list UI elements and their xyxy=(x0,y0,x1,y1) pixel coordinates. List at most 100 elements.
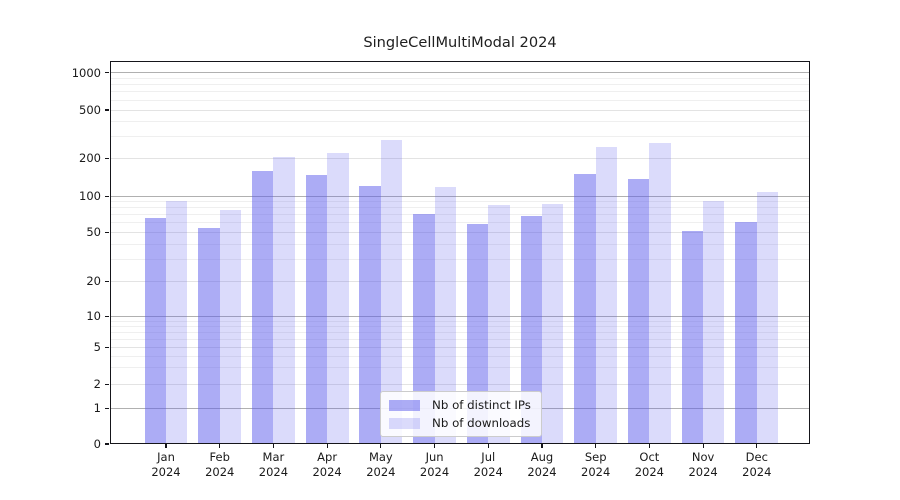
gridline xyxy=(110,315,810,317)
gridline xyxy=(110,99,810,101)
x-tick-label: Jun 2024 xyxy=(419,450,450,479)
y-tick-label: 1 xyxy=(93,401,101,416)
gridline xyxy=(110,383,810,385)
x-tick-mark xyxy=(326,444,328,448)
gridline xyxy=(110,331,810,333)
bar-distinct-ips xyxy=(198,228,220,444)
legend-swatch-distinct-ips-icon xyxy=(389,399,420,411)
x-tick-label: Jan 2024 xyxy=(151,450,181,479)
gridline xyxy=(110,72,810,74)
gridline xyxy=(110,157,810,159)
x-tick-mark xyxy=(702,444,704,448)
gridline xyxy=(110,338,810,340)
bar-downloads xyxy=(219,210,242,444)
legend-swatch-downloads-icon xyxy=(389,417,420,429)
bar-distinct-ips xyxy=(735,221,757,444)
gridline xyxy=(110,136,810,138)
x-tick-mark xyxy=(487,444,489,448)
gridline xyxy=(110,91,810,93)
x-tick-mark xyxy=(541,444,543,448)
legend-label-distinct-ips: Nb of distinct IPs xyxy=(432,398,531,412)
y-tick-mark xyxy=(105,346,109,349)
x-tick-label: Nov 2024 xyxy=(688,450,718,479)
bar-downloads xyxy=(649,143,671,444)
gridline xyxy=(110,121,810,123)
bar-distinct-ips xyxy=(627,179,650,444)
bar-distinct-ips xyxy=(359,186,381,444)
bar-downloads xyxy=(595,146,618,444)
y-tick-label: 10 xyxy=(86,309,101,324)
y-tick-mark xyxy=(105,280,109,282)
bar-downloads xyxy=(166,201,188,444)
gridline xyxy=(110,84,810,86)
gridline xyxy=(110,201,810,203)
bar-downloads xyxy=(434,187,456,444)
gridline xyxy=(110,320,810,322)
bar-downloads xyxy=(327,153,349,444)
bar-distinct-ips xyxy=(305,174,328,444)
gridline xyxy=(110,259,810,261)
x-tick-label: Aug 2024 xyxy=(527,450,557,479)
y-tick-mark xyxy=(105,443,109,445)
x-tick-label: Sep 2024 xyxy=(581,450,611,479)
y-tick-label: 1000 xyxy=(71,65,101,80)
bar-downloads xyxy=(273,156,295,444)
x-tick-mark xyxy=(165,444,167,448)
y-tick-label: 100 xyxy=(79,189,101,204)
x-tick-mark xyxy=(648,444,650,448)
bar-distinct-ips xyxy=(413,214,435,444)
y-tick-label: 200 xyxy=(79,151,101,166)
y-tick-label: 20 xyxy=(86,274,101,289)
bar-layer xyxy=(110,61,810,444)
gridline xyxy=(110,207,810,209)
bar-distinct-ips xyxy=(466,223,489,444)
x-tick-mark xyxy=(595,444,597,448)
gridline xyxy=(110,109,810,111)
y-tick-mark xyxy=(105,157,109,159)
gridline xyxy=(110,346,810,348)
bar-distinct-ips xyxy=(574,174,596,444)
bar-distinct-ips xyxy=(520,216,542,444)
gridline xyxy=(110,325,810,327)
bar-downloads xyxy=(541,204,564,444)
bar-distinct-ips xyxy=(144,217,166,444)
y-tick-label: 5 xyxy=(93,340,101,355)
gridline-layer xyxy=(110,61,810,444)
y-tick-mark xyxy=(105,195,109,197)
x-tick-label: Feb 2024 xyxy=(205,450,235,479)
chart-title: SingleCellMultiModal 2024 xyxy=(363,34,557,51)
gridline xyxy=(110,222,810,224)
x-tick-label: Apr 2024 xyxy=(312,450,342,479)
gridline xyxy=(110,280,810,282)
bar-downloads xyxy=(380,139,403,444)
legend-row-downloads: Nb of downloads xyxy=(389,416,531,430)
x-tick-mark xyxy=(756,444,758,448)
x-tick-label: May 2024 xyxy=(366,450,396,479)
y-tick-mark xyxy=(105,407,109,409)
x-tick-label: Mar 2024 xyxy=(258,450,289,479)
y-tick-label: 500 xyxy=(79,103,101,118)
x-tick-mark xyxy=(380,444,382,448)
bar-downloads xyxy=(756,192,779,444)
gridline xyxy=(110,231,810,233)
x-tick-mark xyxy=(272,444,274,448)
x-tick-label: Dec 2024 xyxy=(742,450,772,479)
y-tick-label: 0 xyxy=(93,437,101,451)
gridline xyxy=(110,195,810,197)
y-tick-mark xyxy=(105,231,109,233)
x-tick-label: Oct 2024 xyxy=(634,450,665,479)
x-tick-mark xyxy=(219,444,221,448)
plot-area: Nb of distinct IPs Nb of downloads xyxy=(110,61,810,444)
gridline xyxy=(110,78,810,80)
bar-downloads xyxy=(703,200,725,444)
legend: Nb of distinct IPs Nb of downloads xyxy=(380,391,542,437)
legend-label-downloads: Nb of downloads xyxy=(432,416,531,430)
bar-distinct-ips xyxy=(252,170,274,444)
x-tick-label: Jul 2024 xyxy=(473,450,503,479)
gridline xyxy=(110,355,810,357)
y-tick-label: 2 xyxy=(93,377,101,392)
gridline xyxy=(110,367,810,369)
y-tick-mark xyxy=(105,315,109,318)
gridline xyxy=(110,243,810,245)
